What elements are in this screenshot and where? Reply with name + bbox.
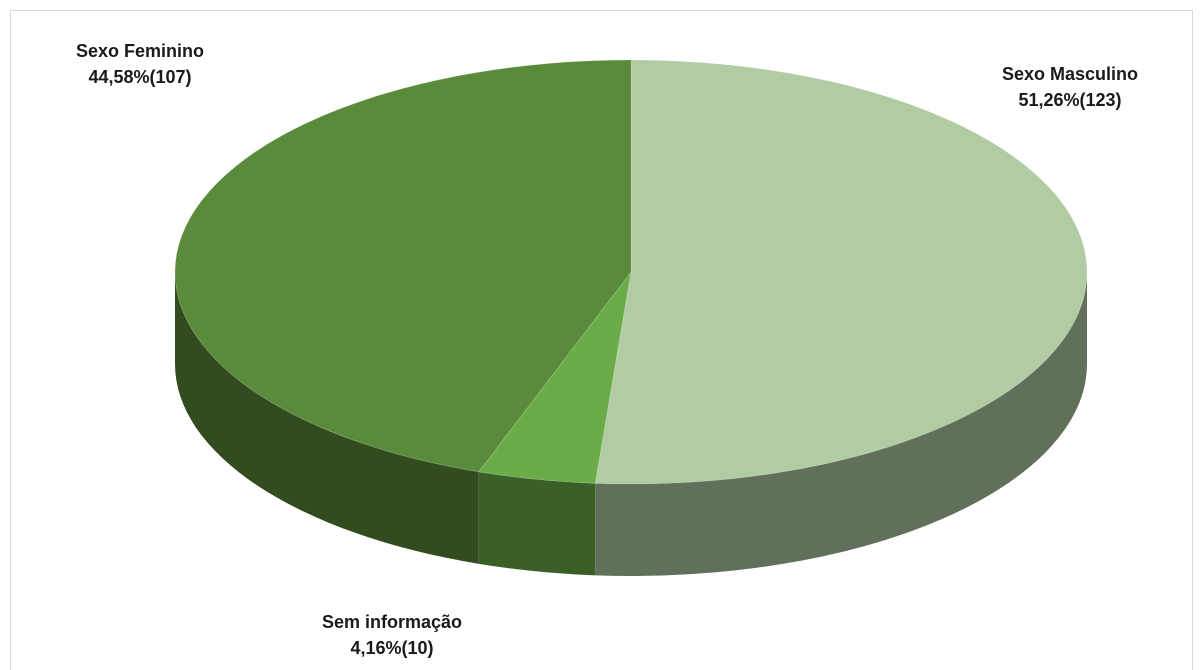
slice-value-label: 51,26%(123) [1018, 90, 1121, 110]
slice-value-label: 4,16%(10) [350, 638, 433, 658]
slice [477, 271, 632, 484]
slice-side [595, 272, 1087, 577]
slice-label: Sem informação [322, 612, 462, 632]
slice-label: Sexo Feminino [76, 41, 204, 61]
slice-side [478, 471, 596, 576]
slice [594, 59, 1088, 485]
slice-side [175, 272, 479, 564]
slice-label: Sexo Masculino [1002, 64, 1138, 84]
slice [174, 59, 632, 473]
slice-value-label: 44,58%(107) [88, 67, 191, 87]
